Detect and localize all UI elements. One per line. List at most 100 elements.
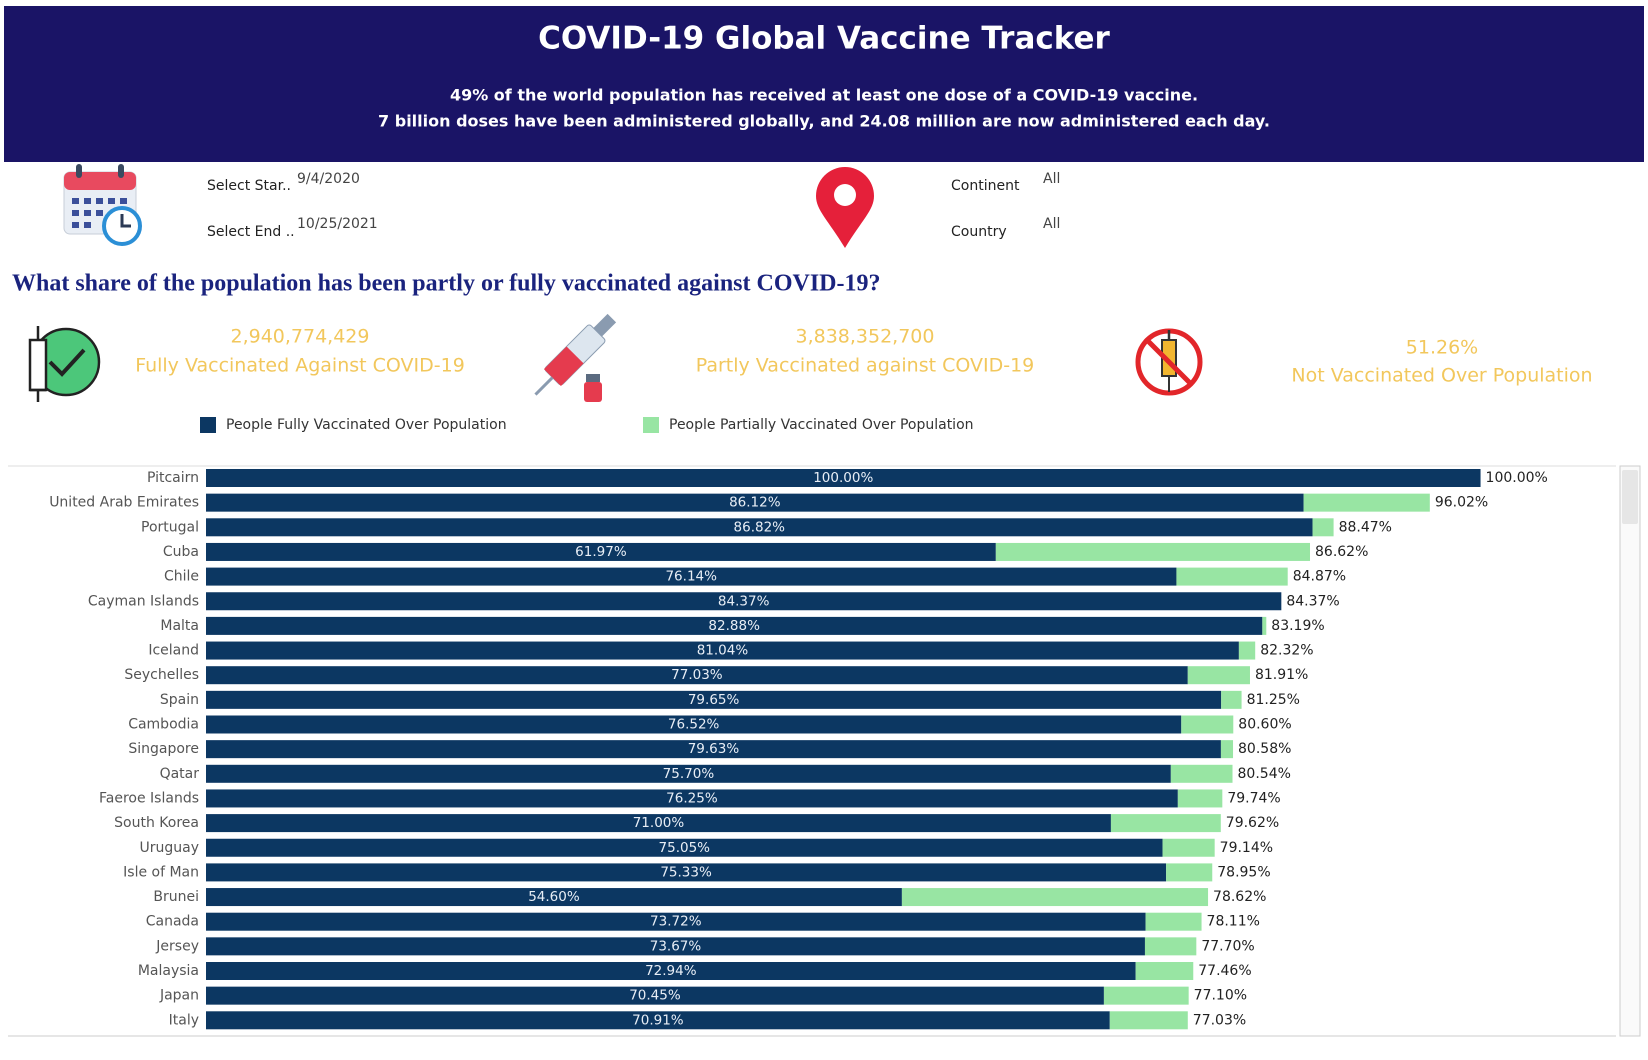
category-label: Brunei <box>153 889 199 905</box>
bar-segment <box>1110 814 1221 833</box>
bar-segment <box>206 888 902 907</box>
bar-segment <box>206 1011 1110 1030</box>
bar-value-label: 73.72% <box>650 914 702 930</box>
filter-value[interactable]: 10/25/2021 <box>297 216 378 232</box>
bar-value-label: 71.00% <box>633 815 685 831</box>
bar-value-label: 75.70% <box>663 766 715 782</box>
bar-segment <box>206 740 1221 759</box>
bar-value-label: 84.37% <box>718 593 770 609</box>
bar-segment <box>206 715 1182 734</box>
bar-segment <box>1262 616 1267 635</box>
category-label: Pitcairn <box>147 470 199 486</box>
bar-segment <box>1312 518 1334 537</box>
bar-segment <box>1135 962 1194 980</box>
bar-segment <box>1166 863 1213 882</box>
bar-value-label: 81.04% <box>697 643 749 659</box>
bar-segment <box>1220 740 1234 759</box>
header-band <box>4 6 1644 162</box>
filter-value[interactable]: 9/4/2020 <box>297 171 360 187</box>
bar-segment <box>206 641 1239 660</box>
bar-value-label: 61.97% <box>575 544 627 560</box>
vaccinated-icon <box>28 326 101 402</box>
total-label: 79.74% <box>1227 790 1280 806</box>
total-label: 100.00% <box>1486 470 1548 486</box>
kpi-label: Not Vaccinated Over Population <box>1291 365 1592 387</box>
total-label: 79.62% <box>1226 815 1279 831</box>
bar-segment <box>206 962 1136 980</box>
total-label: 80.60% <box>1238 717 1291 733</box>
filter-value[interactable]: All <box>1043 216 1060 232</box>
filter-label: Country <box>951 224 1007 240</box>
syringe-icon <box>534 313 617 402</box>
bar-segment <box>995 542 1311 561</box>
bar-value-label: 77.03% <box>671 667 723 683</box>
bar-value-label: 76.52% <box>668 717 720 733</box>
bar-value-label: 70.45% <box>629 988 681 1004</box>
category-label: Cayman Islands <box>88 593 199 609</box>
bar-segment <box>206 592 1282 611</box>
category-label: Japan <box>159 988 199 1004</box>
bar-value-label: 100.00% <box>813 470 873 486</box>
total-label: 81.91% <box>1255 667 1308 683</box>
bar-segment <box>1109 1011 1188 1030</box>
bar-segment <box>206 863 1167 882</box>
bar-segment <box>206 814 1111 833</box>
bar-segment <box>206 469 1481 487</box>
total-label: 84.87% <box>1293 569 1346 585</box>
category-label: Jersey <box>155 938 199 954</box>
bar-segment <box>206 493 1304 512</box>
kpi-value: 3,838,352,700 <box>795 326 934 348</box>
bar-segment <box>206 789 1178 808</box>
bar-value-label: 79.63% <box>688 741 740 757</box>
total-label: 88.47% <box>1339 519 1392 535</box>
bar-segment <box>206 567 1177 586</box>
category-label: Cambodia <box>128 717 199 733</box>
bar-segment <box>206 666 1188 685</box>
bar-segment <box>206 616 1263 635</box>
bar-value-label: 86.82% <box>734 519 786 535</box>
bar-segment <box>1162 838 1215 857</box>
bar-value-label: 72.94% <box>645 963 697 979</box>
legend-label: People Fully Vaccinated Over Population <box>226 417 507 433</box>
total-label: 77.46% <box>1198 963 1251 979</box>
category-label: Canada <box>146 914 199 930</box>
bar-value-label: 75.05% <box>659 840 711 856</box>
total-label: 79.14% <box>1220 840 1273 856</box>
total-label: 83.19% <box>1271 618 1324 634</box>
category-label: United Arab Emirates <box>49 495 199 511</box>
bar-segment <box>1238 641 1256 660</box>
category-label: Uruguay <box>140 840 200 856</box>
bar-value-label: 75.33% <box>660 864 712 880</box>
bar-value-label: 54.60% <box>528 889 580 905</box>
category-label: Seychelles <box>124 667 199 683</box>
not-vaccinated-icon <box>1135 328 1203 396</box>
category-label: Malaysia <box>138 963 199 979</box>
scrollbar-thumb[interactable] <box>1622 470 1638 524</box>
scrollbar[interactable] <box>1619 465 1641 1037</box>
total-label: 82.32% <box>1260 643 1313 659</box>
bar-segment <box>1221 690 1242 709</box>
category-label: Qatar <box>160 766 200 782</box>
location-pin-icon <box>816 167 874 248</box>
total-label: 84.37% <box>1286 593 1339 609</box>
bar-segment <box>1181 715 1234 734</box>
category-label: Portugal <box>141 519 199 535</box>
bar-segment <box>1177 789 1223 808</box>
bar-segment <box>206 542 996 561</box>
total-label: 77.70% <box>1201 938 1254 954</box>
category-label: Iceland <box>148 643 199 659</box>
bar-segment <box>206 764 1171 783</box>
legend-label: People Partially Vaccinated Over Populat… <box>669 417 974 433</box>
filter-label: Select Star.. <box>207 178 291 194</box>
filter-value[interactable]: All <box>1043 171 1060 187</box>
bar-segment <box>1176 567 1288 586</box>
total-label: 77.03% <box>1193 1012 1246 1028</box>
dashboard-title: COVID-19 Global Vaccine Tracker <box>538 21 1110 57</box>
category-label: Cuba <box>163 544 199 560</box>
total-label: 80.58% <box>1238 741 1291 757</box>
bar-segment <box>206 838 1163 857</box>
bar-value-label: 76.25% <box>666 790 718 806</box>
filter-label: Continent <box>951 178 1020 194</box>
kpi-value: 51.26% <box>1406 337 1478 359</box>
